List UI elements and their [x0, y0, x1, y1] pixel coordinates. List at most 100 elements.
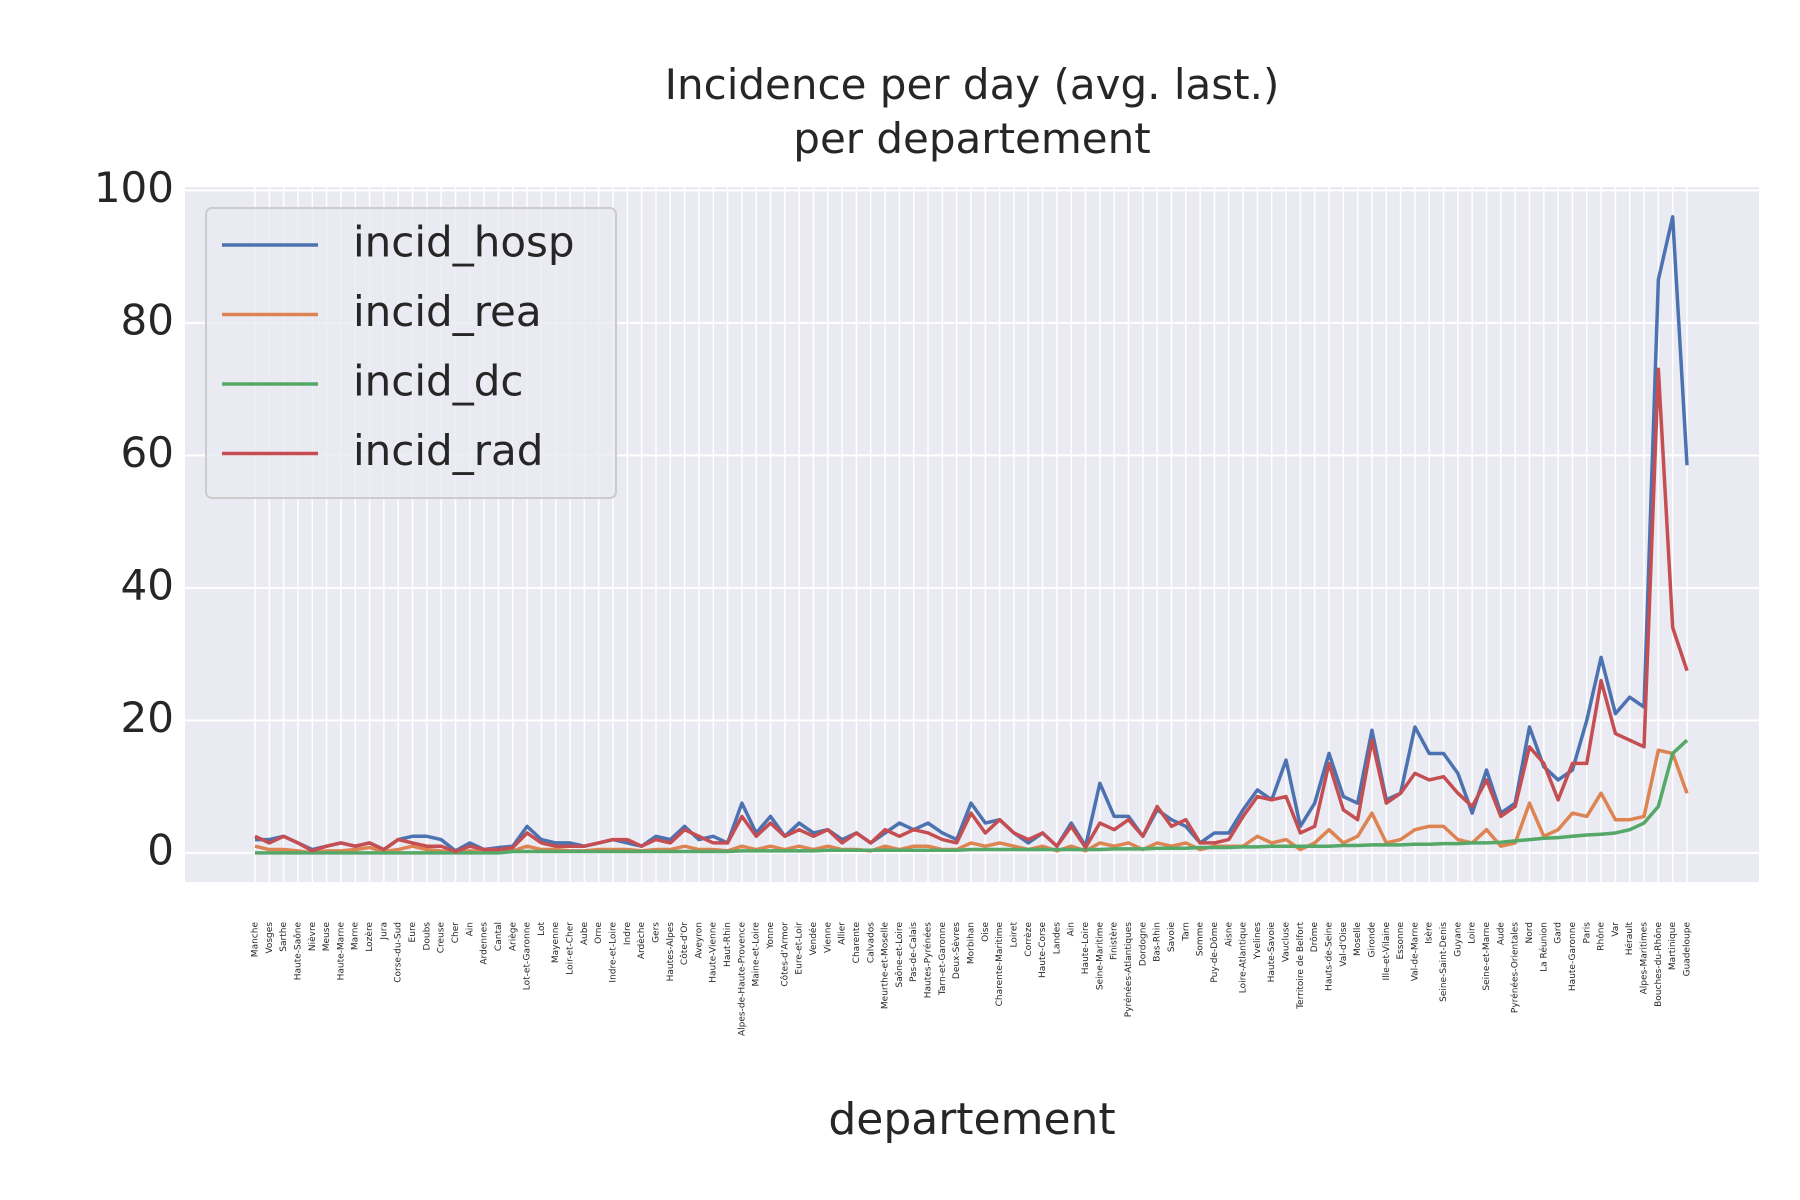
x-tick-label: Côte-d'Or — [679, 922, 690, 965]
x-tick-label: Côtes-d'Armor — [779, 922, 790, 987]
x-tick-label: Puy-de-Dôme — [1209, 922, 1220, 983]
x-tick-label: Seine-Saint-Denis — [1439, 922, 1449, 1002]
x-tick-label: Tarn — [1181, 922, 1191, 942]
x-tick-label: Paris — [1582, 922, 1592, 944]
x-tick-label: Yvelines — [1253, 922, 1263, 961]
y-tick-label: 40 — [121, 560, 174, 609]
x-tick-label: Saône-et-Loire — [894, 922, 905, 988]
x-tick-label: Vaucluse — [1282, 922, 1292, 963]
x-tick-label: Dordogne — [1138, 922, 1148, 967]
x-tick-label: Doubs — [422, 922, 432, 951]
x-tick-label: Finistère — [1109, 922, 1120, 960]
x-tick-label: Vendée — [808, 922, 819, 956]
y-tick-label: 100 — [94, 163, 174, 212]
x-tick-label: La Réunion — [1538, 922, 1549, 972]
x-tick-label: Yonne — [766, 922, 776, 950]
x-tick-label: Orne — [594, 922, 604, 944]
x-tick-label: Gironde — [1367, 922, 1377, 958]
x-tick-label: Mayenne — [551, 922, 561, 964]
legend: incid_hosp incid_rea incid_dc incid_rad — [205, 207, 617, 499]
legend-label: incid_hosp — [353, 218, 575, 267]
x-tick-label: Seine-et-Marne — [1482, 922, 1492, 991]
x-tick-label: Haut-Rhin — [723, 922, 733, 967]
x-tick-label: Marne — [351, 922, 361, 951]
x-tick-label: Ardennes — [480, 922, 490, 965]
x-tick-label: Ariège — [507, 922, 518, 952]
x-tick-label: Landes — [1052, 922, 1062, 954]
x-tick-label: Var — [1611, 922, 1621, 937]
x-tick-label: Charente-Maritime — [995, 922, 1005, 1007]
x-tick-label: Alpes-Maritimes — [1640, 922, 1650, 995]
x-tick-label: Pyrénées-Atlantiques — [1123, 922, 1134, 1018]
x-tick-label: Hautes-Alpes — [666, 922, 676, 982]
x-tick-label: Hauts-de-Seine — [1325, 922, 1335, 991]
x-tick-label: Haute-Marne — [336, 922, 346, 981]
y-tick-label: 20 — [121, 693, 174, 742]
x-tick-label: Guadeloupe — [1683, 922, 1693, 977]
x-tick-label: Bouches-du-Rhône — [1653, 922, 1664, 1007]
x-tick-label: Lozère — [364, 922, 375, 952]
x-tick-label: Haute-Savoie — [1267, 922, 1277, 983]
y-tick-label: 80 — [121, 295, 174, 344]
data-line — [255, 738, 1689, 855]
x-tick-label: Vienne — [823, 922, 833, 953]
x-tick-label: Calvados — [866, 922, 876, 963]
x-tick-label: Jura — [379, 922, 389, 941]
x-tick-label: Val-d'Oise — [1339, 922, 1349, 967]
x-tick-label: Ain — [465, 922, 475, 936]
x-tick-label: Aisne — [1224, 922, 1234, 947]
x-tick-label: Oise — [981, 922, 991, 942]
x-axis-label: departement — [828, 1094, 1115, 1145]
x-tick-label: Meuse — [322, 922, 332, 952]
x-tick-label: Aube — [580, 922, 590, 946]
x-tick-label: Eure-et-Loir — [795, 922, 805, 975]
legend-box — [205, 207, 617, 499]
x-tick-label: Isère — [1424, 922, 1435, 944]
x-tick-label: Lot-et-Garonne — [523, 922, 533, 991]
y-tick-label: 60 — [121, 428, 174, 477]
x-tick-label: Eure — [408, 922, 418, 943]
x-tick-label: Aveyron — [694, 922, 704, 959]
x-tick-label: Corrèze — [1023, 922, 1034, 957]
y-tick-label: 0 — [147, 825, 174, 874]
x-tick-label: Creuse — [437, 922, 447, 954]
x-tick-label: Loiret — [1009, 922, 1019, 948]
chart-title: Incidence per day (avg. last.) per depart… — [665, 60, 1280, 163]
x-tick-label: Indre-et-Loire — [609, 922, 619, 983]
x-tick-label: Guyane — [1453, 922, 1463, 957]
x-tick-label: Haute-Garonne — [1568, 922, 1578, 992]
x-tick-label: Aude — [1496, 922, 1506, 946]
x-tick-label: Bas-Rhin — [1153, 922, 1163, 962]
x-tick-label: Allier — [838, 922, 848, 945]
x-tick-label: Lot — [537, 922, 547, 936]
x-tick-label: Gard — [1554, 922, 1564, 944]
x-tick-label: Deux-Sèvres — [951, 922, 962, 979]
x-tick-label: Moselle — [1353, 922, 1363, 956]
x-tick-label: Ille-et-Vilaine — [1382, 922, 1392, 981]
x-tick-label: Nièvre — [307, 922, 318, 952]
x-tick-label: Haute-Saône — [292, 922, 303, 981]
x-tick-label: Pas-de-Calais — [909, 922, 919, 982]
x-tick-label: Haute-Vienne — [709, 922, 719, 983]
x-tick-label: Essonne — [1396, 922, 1406, 960]
data-line — [254, 367, 1689, 854]
x-tick-label: Pyrénées-Orientales — [1510, 922, 1521, 1013]
legend-label: incid_rea — [353, 287, 542, 336]
x-tick-label: Ain — [1067, 922, 1077, 936]
x-tick-label: Martinique — [1668, 922, 1678, 971]
x-tick-label: Indre — [623, 922, 633, 946]
x-tick-label: Ardèche — [636, 922, 647, 960]
x-tick-label: Nord — [1525, 922, 1535, 944]
x-tick-label: Cher — [451, 922, 461, 944]
x-tick-label: Hérault — [1624, 922, 1635, 956]
x-tick-label: Corse-du-Sud — [394, 922, 404, 983]
x-tick-label: Meurthe-et-Moselle — [881, 922, 891, 1010]
x-tick-label: Loire — [1468, 922, 1478, 944]
x-tick-label: Hautes-Pyrénées — [923, 922, 934, 999]
x-tick-label: Vosges — [265, 922, 275, 954]
x-tick-label: Seine-Maritime — [1095, 922, 1105, 991]
x-tick-label: Maine-et-Loire — [752, 922, 762, 987]
x-tick-label: Cantal — [494, 922, 504, 951]
x-tick-label: Val-de-Marne — [1410, 922, 1420, 982]
